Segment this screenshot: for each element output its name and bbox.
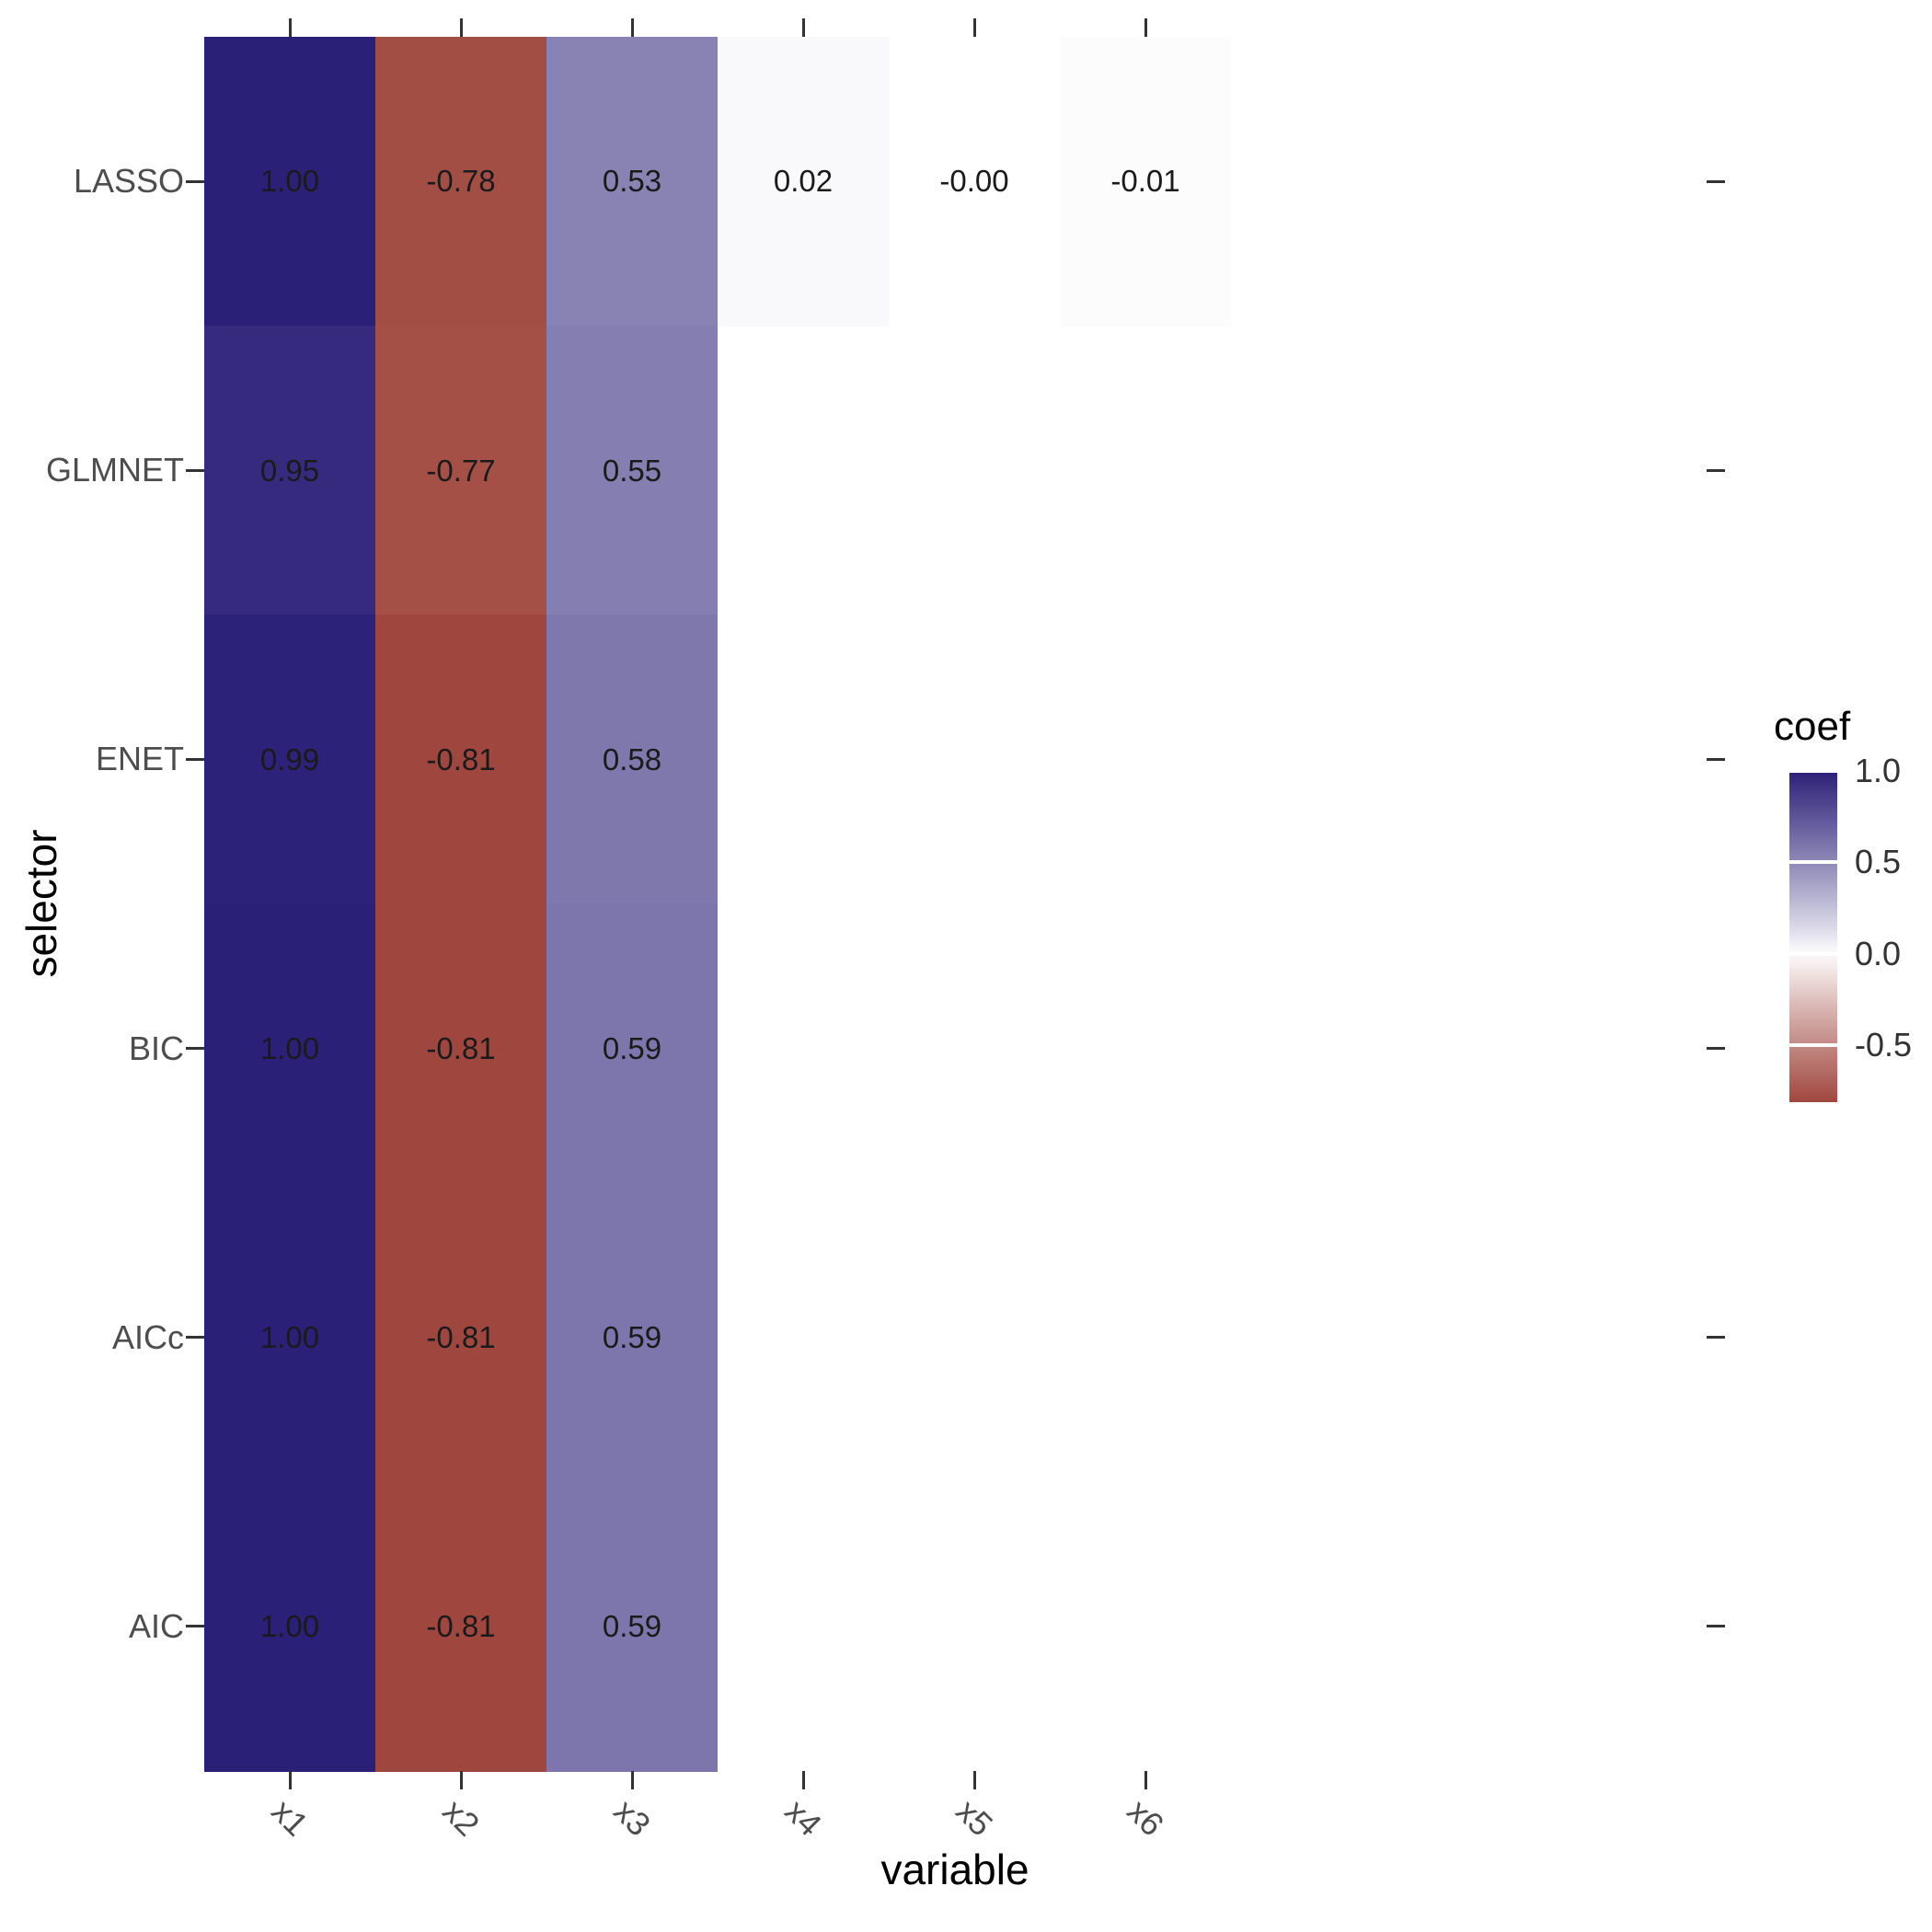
- y-axis-tick-right: [1707, 468, 1725, 472]
- heatmap-cell: -0.77: [375, 326, 546, 615]
- plot-panel: 1.00 -0.78 0.53 0.02 -0.00 -0.01 0.95 -0.77 0.55…: [204, 37, 1707, 1772]
- x-axis-tick-top: [288, 18, 292, 37]
- legend-title: coef: [1774, 704, 1851, 749]
- cell-value: -0.81: [426, 1320, 496, 1355]
- legend-tick-mark: [1789, 951, 1837, 956]
- cell-value: -0.81: [426, 742, 496, 776]
- heatmap-cell: -0.78: [375, 37, 546, 327]
- heatmap-cell: 0.59: [546, 1192, 718, 1483]
- y-tick-label: ENET: [95, 740, 184, 778]
- y-axis-tick: [186, 1625, 204, 1628]
- cell-value: 0.53: [602, 164, 662, 199]
- cell-value: 0.59: [602, 1609, 662, 1644]
- legend-tick-label: 1.0: [1855, 752, 1902, 789]
- legend-gradient-bar: [1789, 771, 1837, 1102]
- y-axis-tick: [186, 179, 204, 183]
- cell-value: 0.59: [602, 1030, 662, 1065]
- x-axis-tick-top: [459, 18, 463, 37]
- cell-value: 1.00: [259, 1609, 320, 1644]
- cell-value: 0.99: [259, 742, 320, 776]
- y-axis-title: selector: [17, 829, 65, 978]
- heatmap-cell: -0.81: [375, 903, 546, 1194]
- x-axis-tick: [630, 1771, 634, 1789]
- legend-tick-label: 0.5: [1855, 843, 1902, 881]
- cell-value: -0.77: [426, 453, 496, 488]
- cell-value: -0.81: [426, 1030, 496, 1065]
- x-axis-tick: [972, 1771, 976, 1789]
- y-tick-label: LASSO: [73, 162, 184, 201]
- legend-tick-mark: [1789, 769, 1837, 773]
- cell-value: 0.55: [602, 453, 662, 488]
- y-tick-label: AIC: [128, 1606, 184, 1645]
- legend-tick-label: 0.0: [1855, 934, 1902, 972]
- cell-value: 0.95: [259, 453, 320, 488]
- y-axis-tick: [186, 1047, 204, 1051]
- x-axis-tick-top: [972, 18, 976, 37]
- y-tick-label: BIC: [128, 1029, 184, 1067]
- x-axis-title: variable: [880, 1846, 1029, 1893]
- x-axis-tick: [1144, 1771, 1147, 1789]
- y-axis-tick-right: [1707, 1336, 1725, 1340]
- heatmap-cell: 1.00: [204, 1481, 375, 1772]
- y-axis-tick: [186, 1336, 204, 1340]
- cell-value: 0.58: [602, 742, 662, 776]
- cell-value: 1.00: [259, 1320, 320, 1355]
- heatmap-cell: 0.58: [546, 615, 718, 905]
- y-axis-tick-right: [1707, 757, 1725, 761]
- y-tick-label: AICc: [111, 1317, 184, 1356]
- cell-value: 0.02: [773, 164, 834, 199]
- y-tick-label: GLMNET: [45, 451, 184, 489]
- cell-value: -0.81: [426, 1609, 496, 1644]
- cell-value: -0.00: [939, 164, 1009, 199]
- x-axis-tick-top: [1144, 18, 1147, 37]
- x-axis-tick: [288, 1771, 292, 1789]
- cell-value: 0.59: [602, 1320, 662, 1355]
- heatmap-cell: 0.99: [204, 615, 375, 905]
- cell-value: -0.01: [1110, 164, 1180, 199]
- x-axis-tick-top: [630, 18, 634, 37]
- heatmap-cell: 0.53: [546, 37, 718, 327]
- heatmap-cell: 1.00: [204, 37, 375, 327]
- heatmap-cell: 0.59: [546, 1481, 718, 1772]
- cell-value: 1.00: [259, 1030, 320, 1065]
- y-axis-tick-right: [1707, 1047, 1725, 1051]
- heatmap-cell: -0.01: [1060, 37, 1231, 327]
- heatmap-cell: -0.81: [375, 615, 546, 905]
- heatmap-cell: 1.00: [204, 903, 375, 1194]
- legend-tick-mark: [1789, 860, 1837, 865]
- y-axis-tick-right: [1707, 1625, 1725, 1628]
- heatmap-cell: 1.00: [204, 1192, 375, 1483]
- cell-value: 1.00: [259, 164, 320, 199]
- x-axis-tick-top: [801, 18, 805, 37]
- y-axis-tick: [186, 757, 204, 761]
- heatmap-cell: 0.02: [718, 37, 889, 327]
- x-axis-tick: [801, 1771, 805, 1789]
- heatmap-cell: 0.59: [546, 903, 718, 1194]
- legend-tick-label: -0.5: [1855, 1026, 1913, 1064]
- heatmap-cell: 0.55: [546, 326, 718, 615]
- y-axis-tick: [186, 468, 204, 472]
- legend-tick-mark: [1789, 1043, 1837, 1048]
- heatmap-cell: -0.00: [889, 37, 1060, 327]
- heatmap-cell: -0.81: [375, 1481, 546, 1772]
- y-axis-tick-right: [1707, 179, 1725, 183]
- x-axis-tick: [459, 1771, 463, 1789]
- cell-value: -0.78: [426, 164, 496, 199]
- heatmap-cell: 0.95: [204, 326, 375, 615]
- heatmap-cell: -0.81: [375, 1192, 546, 1483]
